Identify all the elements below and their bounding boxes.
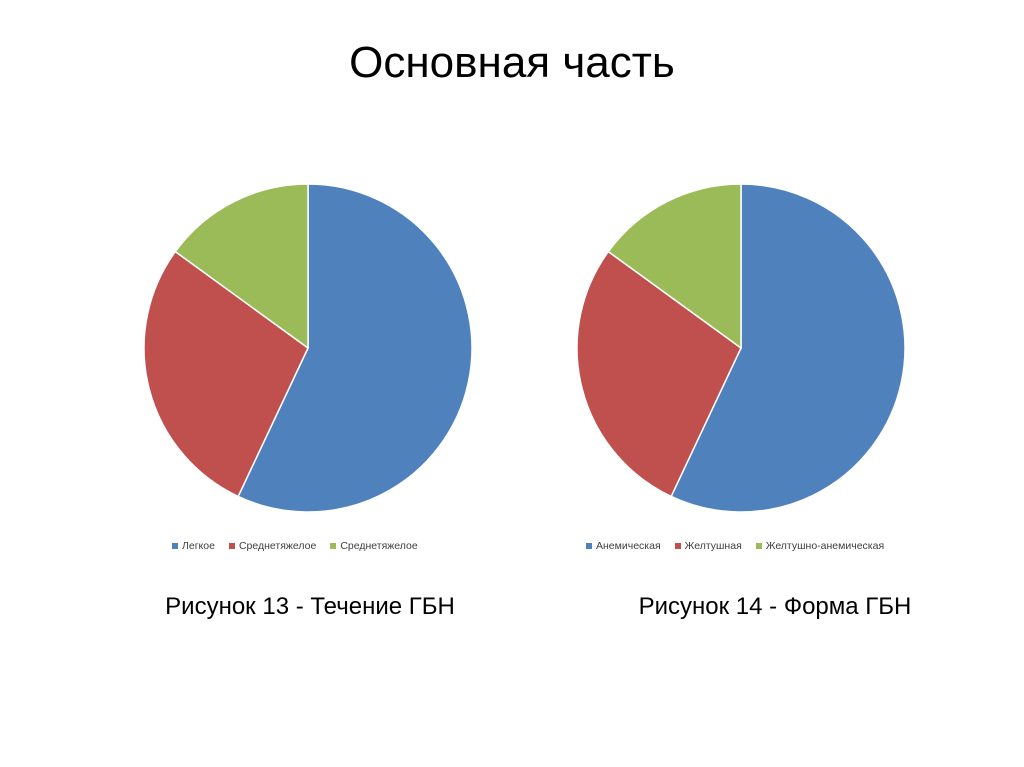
figure-caption-course: Рисунок 13 - Течение ГБН (165, 593, 455, 620)
legend-swatch (330, 543, 337, 549)
pie-slice (670, 183, 906, 513)
legend-form: Анемическая Желтушная Желтушно-анемическ… (586, 540, 884, 552)
legend-item: Легкое (172, 540, 215, 552)
legend-swatch (674, 543, 681, 549)
slide-title: Основная часть (349, 38, 675, 87)
pie-chart-form (576, 183, 906, 513)
pie-slice (143, 250, 309, 498)
legend-label: Желтушная (684, 540, 742, 552)
legend-swatch (586, 543, 592, 549)
legend-item: Среднетяжелое (330, 540, 418, 552)
legend-label: Среднетяжелое (238, 540, 317, 552)
pie-slice (576, 250, 742, 498)
legend-item: Анемическая (586, 540, 661, 552)
legend-label: Среднетяжелое (340, 540, 418, 552)
pie-slice (607, 183, 742, 350)
pie-chart-course (143, 183, 473, 513)
legend-swatch (172, 543, 178, 549)
legend-label: Анемическая (596, 540, 661, 552)
legend-item: Желтушно-анемическая (755, 540, 885, 552)
legend-swatch (755, 543, 762, 549)
legend-course: Легкое Среднетяжелое Среднетяжелое (172, 540, 418, 552)
legend-swatch (228, 543, 235, 549)
legend-item: Среднетяжелое (228, 540, 317, 552)
legend-label: Легкое (182, 540, 215, 552)
pie-slice (237, 183, 473, 513)
legend-label: Желтушно-анемическая (765, 540, 885, 552)
pie-slice (174, 183, 309, 350)
figure-caption-form: Рисунок 14 - Форма ГБН (638, 593, 912, 620)
legend-item: Желтушная (674, 540, 742, 552)
